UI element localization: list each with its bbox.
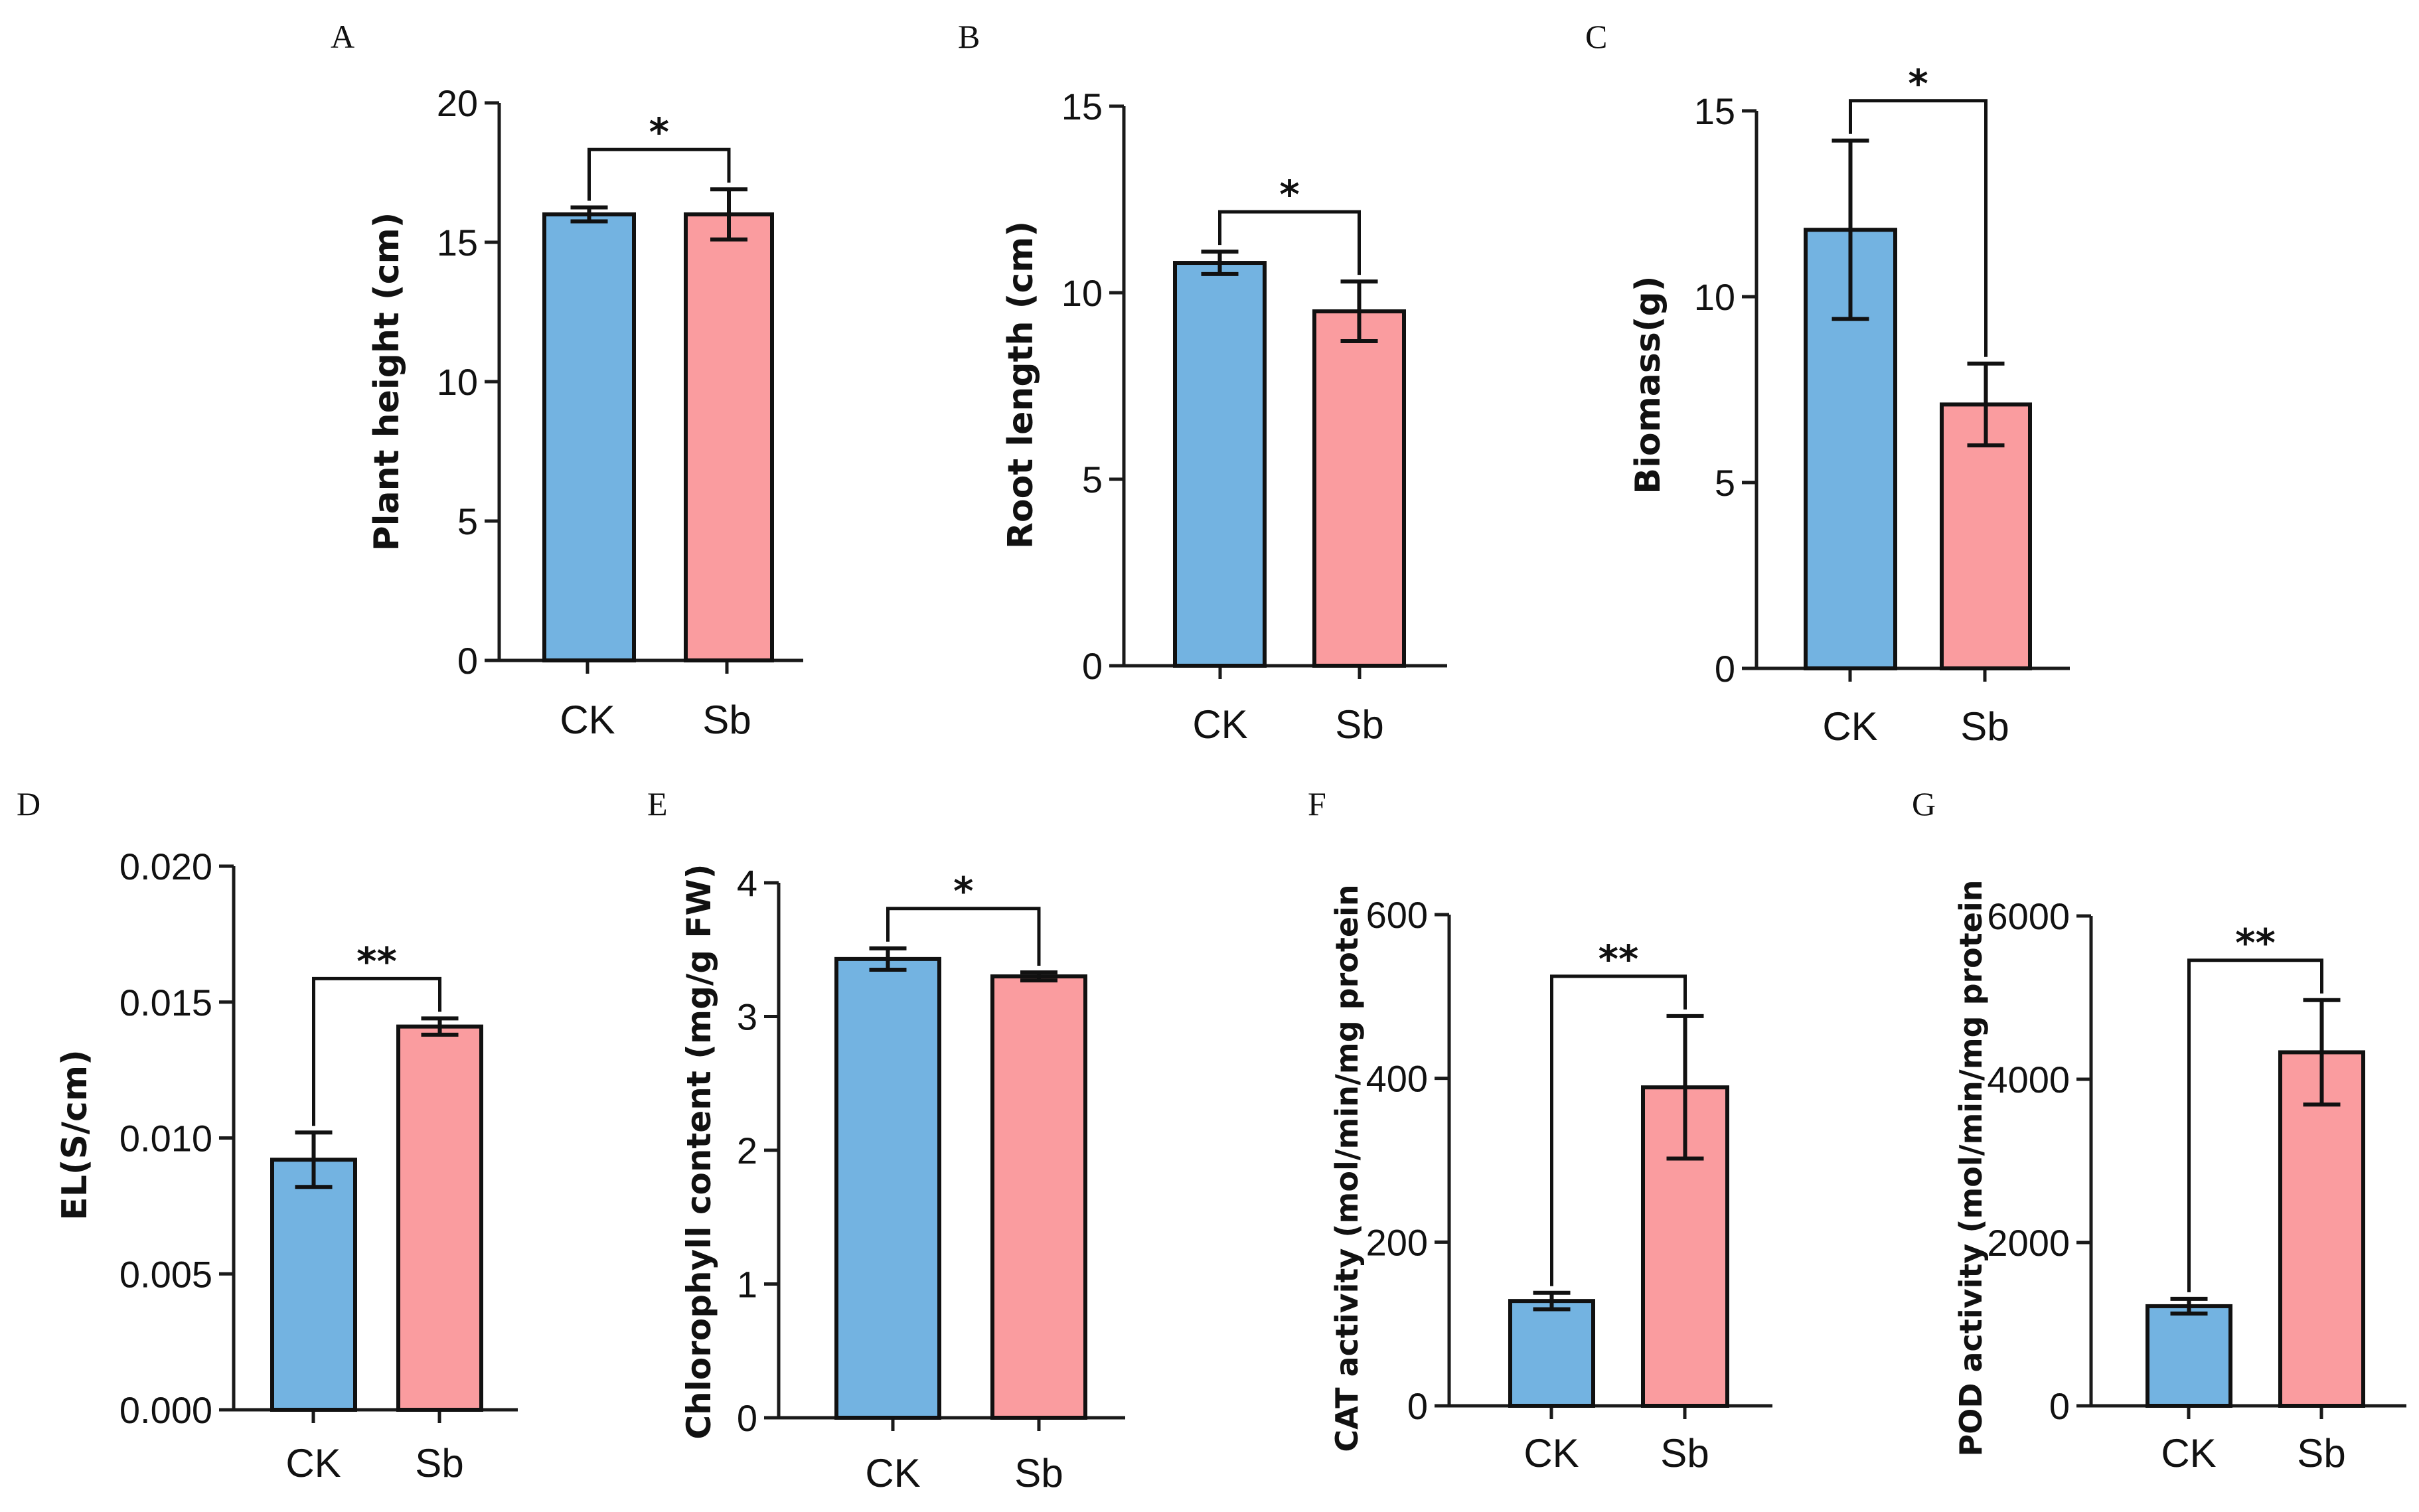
panel-letter-d: D: [17, 785, 40, 822]
bar-a-sb: [684, 212, 774, 662]
bar-f-ck: [1508, 1299, 1595, 1408]
y-tick-label-d: 0.010: [119, 1118, 212, 1160]
bar-b-sb: [1312, 309, 1406, 668]
y-tick-label-g: 6000: [1987, 895, 2070, 937]
x-tick-label-a: Sb: [702, 698, 751, 742]
y-tick-label-c: 10: [1694, 276, 1735, 318]
y-tick-label-f: 400: [1366, 1058, 1428, 1100]
y-tick-label-a: 0: [457, 640, 478, 682]
bar-a-ck: [542, 212, 636, 662]
bar-e-ck: [834, 956, 941, 1420]
bar-b-ck: [1173, 261, 1267, 668]
x-tick-label-d: Sb: [415, 1441, 463, 1485]
significance-bracket-f: [1550, 974, 1687, 1286]
panel-letter-b: B: [958, 18, 980, 55]
panel-letter-f: F: [1308, 785, 1326, 822]
y-tick-label-d: 0.020: [119, 846, 212, 887]
y-tick-label-f: 200: [1366, 1221, 1428, 1263]
y-tick-label-e: 1: [737, 1264, 757, 1306]
x-tick-label-a: CK: [560, 698, 615, 742]
y-tick-label-d: 0.005: [119, 1253, 212, 1295]
y-tick-label-d: 0.015: [119, 982, 212, 1023]
significance-label-a: *: [649, 110, 669, 155]
y-tick-label-g: 0: [2049, 1385, 2070, 1427]
y-tick-label-c: 5: [1715, 462, 1735, 504]
y-tick-label-b: 15: [1061, 86, 1103, 127]
significance-bracket-c: [1849, 99, 1988, 357]
y-tick-label-f: 0: [1407, 1385, 1428, 1427]
y-tick-label-e: 0: [737, 1397, 757, 1439]
y-tick-label-b: 0: [1082, 645, 1103, 687]
bar-e-sb: [990, 974, 1087, 1420]
y-tick-label-e: 3: [737, 996, 757, 1038]
y-tick-label-c: 15: [1694, 90, 1735, 132]
y-tick-label-e: 4: [737, 862, 757, 904]
y-axis-title-a: Plant height (cm): [367, 212, 407, 552]
panel-letter-a: A: [331, 18, 354, 55]
y-tick-label-a: 5: [457, 500, 478, 542]
panel-letter-g: G: [1912, 785, 1936, 822]
significance-bracket-d: [312, 976, 441, 1126]
significance-bracket-b: [1218, 210, 1361, 275]
significance-label-d: **: [356, 939, 397, 984]
x-tick-label-g: Sb: [2297, 1431, 2345, 1475]
panel-letter-c: C: [1585, 18, 1607, 55]
x-tick-label-c: CK: [1822, 704, 1877, 749]
x-tick-label-b: CK: [1192, 702, 1247, 747]
y-axis-title-e: Chlorophyll content (mg/g FW): [680, 864, 718, 1439]
y-axis-title-b: Root length (cm): [1001, 221, 1041, 549]
y-tick-label-e: 2: [737, 1130, 757, 1172]
x-tick-label-e: CK: [865, 1451, 920, 1495]
y-tick-label-g: 2000: [1987, 1222, 2070, 1264]
x-tick-label-c: Sb: [1960, 704, 2009, 749]
significance-label-g: **: [2235, 921, 2276, 966]
bar-d-sb: [396, 1024, 483, 1412]
significance-label-e: *: [953, 869, 973, 914]
bar-g-ck: [2146, 1304, 2232, 1408]
bar-c-sb: [1940, 402, 2032, 671]
x-tick-label-e: Sb: [1014, 1451, 1063, 1495]
panel-letter-e: E: [647, 785, 668, 822]
x-tick-label-b: Sb: [1335, 702, 1383, 747]
y-axis-title-d: EL(S/cm): [55, 1049, 95, 1221]
significance-label-c: *: [1908, 61, 1928, 106]
significance-bracket-g: [2187, 958, 2323, 1292]
bar-g-sb: [2278, 1050, 2365, 1408]
x-tick-label-f: Sb: [1660, 1431, 1709, 1475]
y-tick-label-b: 5: [1082, 459, 1103, 500]
y-tick-label-c: 0: [1715, 648, 1735, 690]
y-axis-title-c: Biomass(g): [1628, 275, 1668, 494]
significance-bracket-e: [886, 907, 1041, 966]
y-tick-label-a: 10: [437, 361, 478, 403]
significance-bracket-a: [587, 147, 731, 201]
x-tick-label-g: CK: [2161, 1431, 2216, 1475]
y-tick-label-f: 600: [1366, 894, 1428, 936]
y-axis-title-g: POD activity (mol/min/mg protein: [1953, 880, 1989, 1457]
y-tick-label-a: 20: [437, 82, 478, 124]
x-tick-label-d: CK: [285, 1441, 341, 1485]
y-axis-title-f: CAT activity (mol/min/mg protein: [1329, 884, 1365, 1452]
y-tick-label-g: 4000: [1987, 1059, 2070, 1100]
x-tick-label-f: CK: [1523, 1431, 1579, 1475]
y-tick-label-d: 0.000: [119, 1389, 212, 1431]
significance-label-f: **: [1599, 937, 1639, 982]
bar-d-ck: [270, 1158, 357, 1412]
y-tick-label-b: 10: [1061, 272, 1103, 314]
y-tick-label-a: 15: [437, 222, 478, 264]
significance-label-b: *: [1279, 172, 1299, 217]
